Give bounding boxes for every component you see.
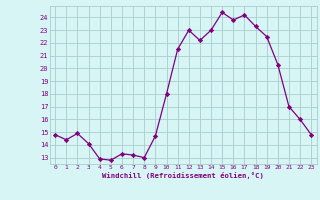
X-axis label: Windchill (Refroidissement éolien,°C): Windchill (Refroidissement éolien,°C) (102, 172, 264, 179)
